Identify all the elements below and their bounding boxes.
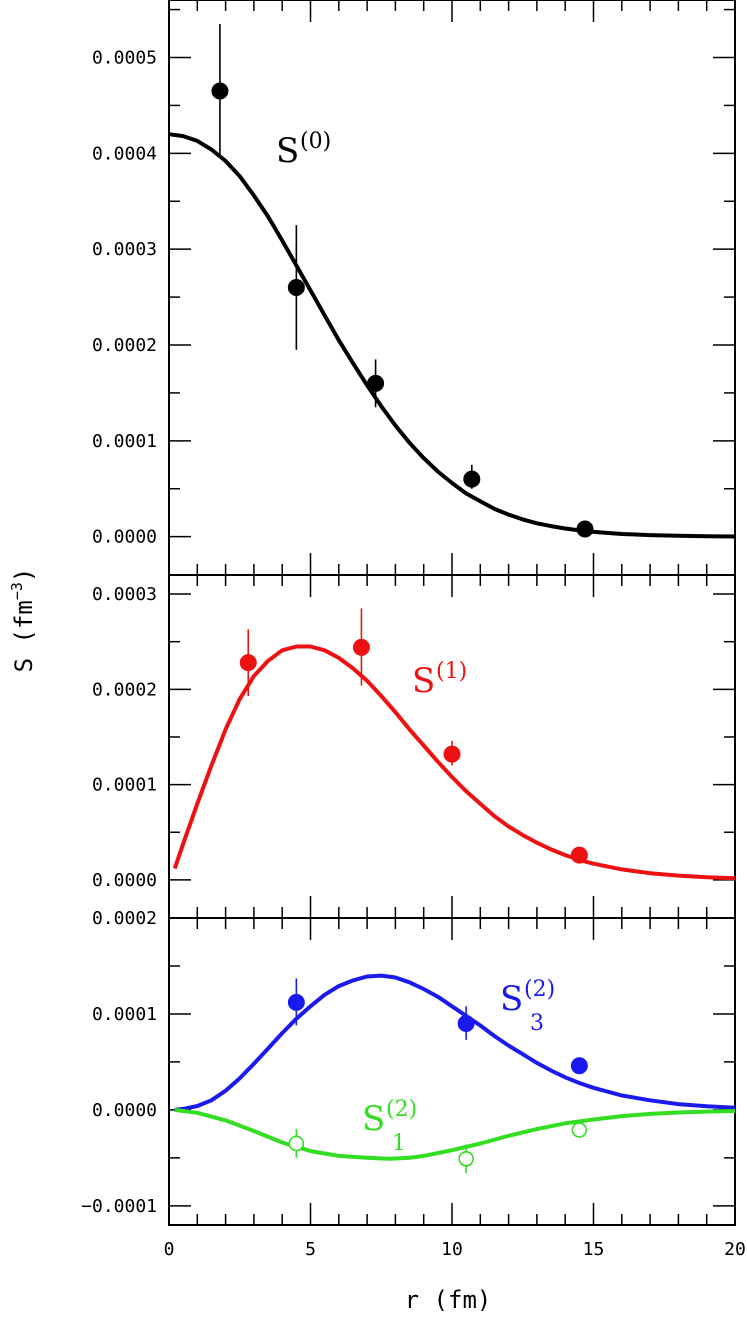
series-label: S (0)	[276, 129, 331, 171]
y-tick-label: 0.0000	[92, 870, 157, 891]
y-tick-label: 0.0003	[92, 239, 157, 260]
series-label-main: S	[276, 131, 299, 171]
series-S2-1	[174, 1107, 736, 1174]
data-point	[367, 374, 385, 392]
series-S1-main	[172, 608, 736, 881]
x-axis-title: r (fm)	[405, 1286, 492, 1314]
x-tick-label: 5	[305, 1239, 316, 1260]
chart-series	[168, 23, 736, 1174]
y-tick-label: 0.0002	[92, 679, 157, 700]
data-point	[570, 1057, 588, 1075]
data-point	[463, 470, 481, 488]
series-label: S (1)	[412, 659, 467, 701]
data-point	[570, 846, 588, 864]
y-tick-label: 0.0002	[92, 335, 157, 356]
data-point	[571, 1122, 588, 1138]
series-label-main: S	[362, 1099, 385, 1139]
y-tick-label: 0.0003	[92, 584, 157, 605]
series-label-main: S	[412, 661, 435, 701]
x-tick-label: 0	[164, 1239, 175, 1260]
series-label: S (2) 3	[500, 977, 555, 1036]
data-point	[239, 654, 257, 672]
y-axis-title-exponent: −3	[8, 582, 26, 600]
data-point	[288, 1135, 305, 1152]
data-point	[576, 520, 594, 538]
series-label-superscript: (2)	[386, 1097, 417, 1122]
series-S2-3	[174, 973, 736, 1112]
panel-S2	[168, 917, 736, 1226]
y-tick-label: 0.0000	[92, 527, 157, 548]
series-label-subscript: 3	[530, 1011, 544, 1036]
data-point	[352, 638, 370, 656]
fit-curve	[168, 132, 736, 539]
panel-frame	[168, 917, 736, 1226]
panel-S1	[168, 574, 736, 919]
data-point	[287, 279, 305, 296]
data-point	[458, 1151, 474, 1167]
y-tick-label: 0.0004	[92, 143, 157, 164]
x-tick-label: 20	[724, 1239, 746, 1260]
y-tick-label: 0.0001	[92, 1004, 157, 1025]
fit-curve	[174, 973, 736, 1112]
y-axis-title: S (fm−3)	[8, 568, 38, 673]
y-tick-label: 0.0002	[92, 908, 157, 929]
series-S0-main	[168, 23, 736, 539]
y-axis-title-text: S (fm	[10, 600, 38, 672]
series-label-main: S	[500, 979, 523, 1019]
y-tick-label: −0.0001	[81, 1196, 157, 1217]
fit-curve	[174, 1107, 736, 1161]
data-point	[443, 745, 461, 763]
series-label: S (2) 1	[362, 1097, 417, 1156]
x-tick-label: 10	[441, 1239, 463, 1260]
data-point	[287, 993, 305, 1011]
y-axis-title-close: )	[10, 568, 38, 582]
series-label-subscript: 1	[392, 1131, 406, 1156]
data-point	[211, 82, 229, 100]
y-tick-label: 0.0000	[92, 1100, 157, 1121]
svg-text:S (fm−3): S (fm−3)	[8, 568, 38, 673]
y-tick-label: 0.0001	[92, 775, 157, 796]
x-tick-label: 15	[583, 1239, 605, 1260]
chart-panels	[168, 0, 736, 1226]
panel-frame	[168, 0, 736, 576]
y-tick-label: 0.0005	[92, 48, 157, 69]
series-label-superscript: (1)	[436, 659, 467, 684]
series-label-superscript: (0)	[300, 129, 331, 154]
series-label-superscript: (2)	[524, 977, 555, 1002]
y-tick-label: 0.0001	[92, 431, 157, 452]
data-point	[457, 1015, 475, 1033]
panel-S0	[168, 0, 736, 576]
